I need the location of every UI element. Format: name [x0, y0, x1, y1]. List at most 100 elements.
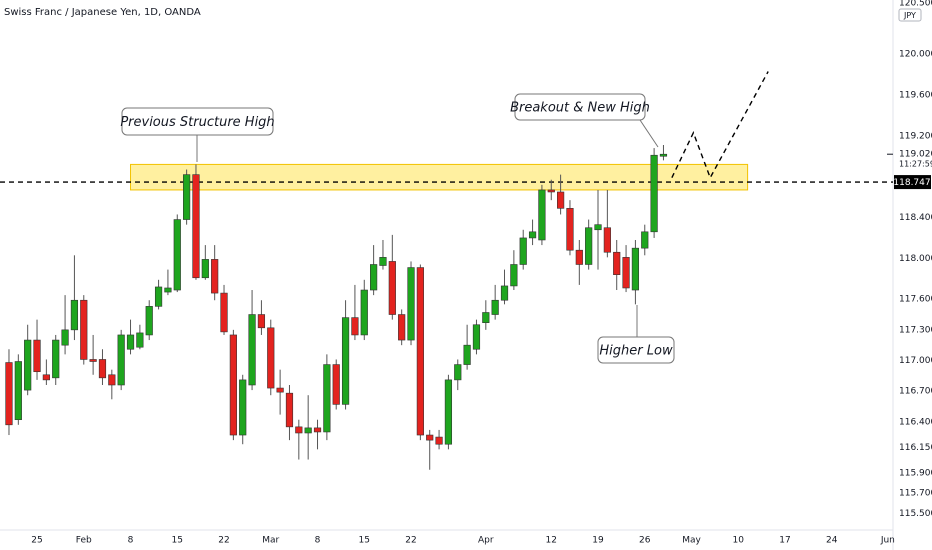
candle-body — [89, 359, 97, 362]
candle-body — [201, 259, 209, 279]
candle-body — [519, 237, 527, 265]
y-tick-label: 117.000 — [899, 356, 932, 366]
y-tick-label: 118.000 — [899, 254, 932, 264]
currency-label: JPY — [903, 11, 916, 20]
candle-body — [575, 249, 583, 265]
candle-body — [650, 154, 658, 233]
y-tick-label: 116.700 — [899, 387, 932, 397]
callout-text: Higher Low — [599, 344, 673, 359]
candle-body — [70, 299, 79, 331]
candle-body — [98, 359, 107, 379]
candle-body — [145, 306, 153, 336]
candle-body — [136, 332, 144, 348]
candle-body — [332, 364, 340, 405]
candle-body — [276, 387, 284, 393]
candle-body — [603, 227, 611, 253]
candle-body — [594, 224, 602, 231]
level-label-box — [894, 175, 931, 190]
candle-body — [192, 174, 200, 279]
candle-body — [407, 267, 415, 341]
x-tick-label: 24 — [826, 536, 838, 546]
candle-body — [491, 299, 499, 315]
currency-box — [898, 8, 922, 22]
x-tick-label: May — [682, 536, 701, 546]
candle-body — [164, 287, 172, 293]
x-tick-label: 26 — [639, 536, 651, 546]
x-tick-label: 10 — [733, 536, 745, 546]
chart-title: Swiss Franc / Japanese Yen, 1D, OANDA — [4, 7, 201, 18]
candle-body — [52, 339, 60, 379]
candle-body — [510, 264, 518, 287]
candle-body — [14, 361, 22, 421]
y-tick-label: 118.400 — [899, 213, 932, 223]
callout-pointer — [639, 119, 659, 148]
candle-body — [351, 317, 359, 336]
resistance-zone — [130, 163, 749, 191]
candle-body — [444, 379, 453, 445]
y-tick-label: 116.400 — [899, 417, 932, 427]
y-tick-label: 120.000 — [899, 50, 932, 60]
candle-body — [285, 392, 294, 428]
candle-body — [463, 344, 471, 365]
candle-body — [33, 339, 41, 373]
x-tick-label: 22 — [405, 536, 416, 546]
candle-body — [211, 259, 219, 294]
candle-body — [426, 434, 434, 441]
candle-body — [538, 189, 546, 241]
y-tick-label: 115.700 — [899, 489, 932, 499]
x-tick-label: 22 — [218, 536, 229, 546]
x-tick-label: 8 — [315, 536, 321, 546]
candle-body — [379, 257, 387, 266]
candle-body — [323, 364, 331, 433]
candle-body — [388, 261, 396, 315]
y-tick-label: 116.150 — [899, 443, 932, 453]
candle-body — [622, 257, 630, 289]
callout-box — [121, 107, 274, 136]
candle-body — [24, 339, 32, 391]
x-tick-label: Feb — [76, 536, 92, 546]
countdown-label: 11:27:59 — [899, 160, 932, 169]
candle-body — [500, 285, 509, 301]
candle-body — [472, 324, 481, 350]
x-tick-label: 15 — [172, 536, 183, 546]
y-tick-label: 115.500 — [899, 509, 932, 519]
candle-body — [154, 286, 163, 307]
candle-body — [248, 314, 256, 386]
candle-body — [482, 312, 490, 323]
y-tick-label: 117.600 — [899, 295, 932, 305]
x-tick-label: Apr — [478, 536, 494, 546]
candle-body — [435, 436, 443, 445]
candle-body — [183, 174, 191, 220]
candle-body — [295, 426, 303, 434]
candle-body — [659, 153, 668, 157]
last-price-label: 119.020 — [899, 150, 932, 160]
candle-body — [5, 362, 13, 426]
y-tick-label: 119.600 — [899, 90, 932, 100]
candle-body — [267, 327, 275, 389]
candle-body — [631, 247, 640, 291]
callout-box — [597, 336, 675, 364]
candle-body — [304, 427, 312, 434]
candle-body — [229, 334, 237, 436]
x-tick-label: Mar — [262, 536, 279, 546]
candle-body — [341, 317, 350, 405]
candle-body — [117, 334, 125, 386]
y-tick-label: 119.200 — [899, 131, 932, 141]
candle-body — [108, 374, 116, 386]
candle-body — [416, 267, 424, 436]
candle-body — [585, 227, 593, 265]
y-tick-label: 117.300 — [899, 325, 932, 335]
x-tick-label: 25 — [31, 536, 42, 546]
candle-body — [126, 334, 135, 350]
candle-body — [454, 364, 462, 381]
level-label: 118.747 — [893, 178, 930, 188]
candle-body — [360, 289, 368, 336]
x-tick-label: 19 — [592, 536, 604, 546]
candle-body — [239, 379, 247, 436]
x-tick-label: 17 — [779, 536, 790, 546]
candle-body — [80, 299, 88, 360]
candle-body — [557, 191, 565, 209]
candle-body — [313, 427, 322, 433]
